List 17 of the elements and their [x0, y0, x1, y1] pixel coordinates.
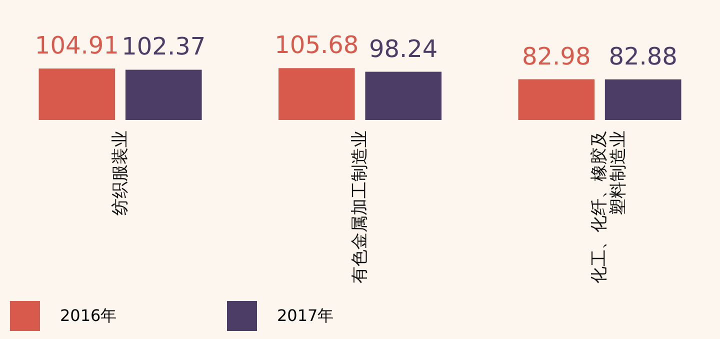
data-label: 82.88 — [608, 42, 678, 70]
data-label: 105.68 — [274, 31, 359, 60]
x-tick-label: 纺织服装业 — [110, 130, 130, 216]
bar — [278, 68, 355, 120]
x-tick-label: 化工、化纤、橡胶及塑料制造业 — [590, 130, 629, 284]
x-tick-label: 有色金属加工制造业 — [350, 130, 370, 284]
bar — [518, 79, 595, 120]
legend-label: 2016年 — [60, 306, 117, 325]
legend-label: 2017年 — [277, 306, 334, 325]
bar — [604, 79, 682, 120]
data-label: 102.37 — [122, 32, 206, 61]
bar — [365, 72, 442, 120]
data-label: 104.91 — [34, 32, 119, 60]
data-label: 98.24 — [368, 34, 438, 63]
data-label: 82.98 — [522, 42, 591, 70]
bar — [38, 68, 116, 120]
bar — [125, 70, 202, 120]
